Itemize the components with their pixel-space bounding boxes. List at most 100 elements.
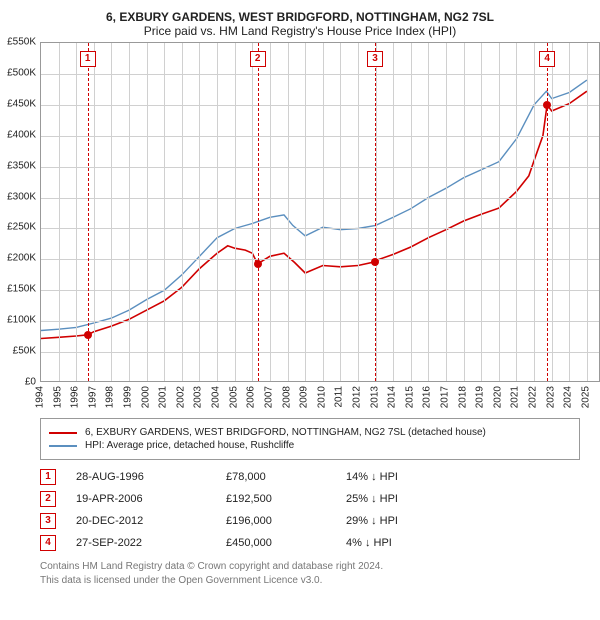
chart-subtitle: Price paid vs. HM Land Registry's House …	[10, 24, 590, 38]
x-axis-label: 2007	[263, 386, 274, 408]
event-marker	[254, 260, 262, 268]
table-row: 320-DEC-2012£196,00029% ↓ HPI	[40, 510, 580, 532]
y-axis-label: £500K	[7, 67, 36, 78]
gridline-v	[499, 43, 500, 381]
event-delta: 4% ↓ HPI	[346, 537, 456, 549]
gridline-v	[569, 43, 570, 381]
gridline-h	[41, 167, 599, 168]
legend-box: 6, EXBURY GARDENS, WEST BRIDGFORD, NOTTI…	[40, 418, 580, 460]
x-axis-label: 2013	[369, 386, 380, 408]
gridline-h	[41, 74, 599, 75]
legend-swatch	[49, 432, 77, 434]
gridline-v	[288, 43, 289, 381]
gridline-v	[446, 43, 447, 381]
legend-label: HPI: Average price, detached house, Rush…	[85, 440, 294, 451]
event-delta: 25% ↓ HPI	[346, 493, 456, 505]
y-axis-label: £400K	[7, 129, 36, 140]
event-table: 128-AUG-1996£78,00014% ↓ HPI219-APR-2006…	[40, 466, 580, 554]
event-badge: 3	[367, 51, 383, 67]
x-axis-label: 2004	[211, 386, 222, 408]
gridline-v	[552, 43, 553, 381]
gridline-v	[217, 43, 218, 381]
gridline-h	[41, 290, 599, 291]
gridline-v	[111, 43, 112, 381]
gridline-v	[270, 43, 271, 381]
gridline-h	[41, 198, 599, 199]
event-badge: 4	[40, 535, 56, 551]
x-axis-label: 2005	[228, 386, 239, 408]
y-axis-label: £300K	[7, 191, 36, 202]
x-axis-label: 2024	[563, 386, 574, 408]
event-price: £450,000	[226, 537, 346, 549]
y-axis-label: £250K	[7, 222, 36, 233]
y-axis-label: £200K	[7, 253, 36, 264]
x-axis-label: 2023	[545, 386, 556, 408]
event-line	[375, 43, 376, 381]
x-axis-label: 2016	[422, 386, 433, 408]
gridline-v	[164, 43, 165, 381]
event-badge: 4	[539, 51, 555, 67]
x-axis-label: 2010	[316, 386, 327, 408]
gridline-h	[41, 259, 599, 260]
event-date: 20-DEC-2012	[76, 515, 226, 527]
x-axis-label: 2018	[457, 386, 468, 408]
gridline-v	[323, 43, 324, 381]
x-axis-label: 2015	[404, 386, 415, 408]
event-badge: 2	[250, 51, 266, 67]
footer-line-2: This data is licensed under the Open Gov…	[40, 574, 580, 588]
x-axis-label: 2001	[158, 386, 169, 408]
event-badge: 2	[40, 491, 56, 507]
x-axis-label: 1999	[123, 386, 134, 408]
x-axis-label: 2025	[580, 386, 591, 408]
gridline-v	[199, 43, 200, 381]
gridline-v	[147, 43, 148, 381]
series-price_paid	[41, 91, 587, 338]
event-price: £196,000	[226, 515, 346, 527]
gridline-h	[41, 352, 599, 353]
x-axis-label: 2003	[193, 386, 204, 408]
gridline-v	[428, 43, 429, 381]
event-price: £78,000	[226, 471, 346, 483]
x-axis-label: 2009	[299, 386, 310, 408]
x-axis-label: 2012	[351, 386, 362, 408]
x-axis-label: 1995	[52, 386, 63, 408]
x-axis-label: 1996	[70, 386, 81, 408]
chart-title: 6, EXBURY GARDENS, WEST BRIDGFORD, NOTTI…	[10, 10, 590, 24]
footer-line-1: Contains HM Land Registry data © Crown c…	[40, 560, 580, 574]
x-axis-label: 2011	[334, 386, 345, 408]
event-badge: 1	[40, 469, 56, 485]
event-date: 27-SEP-2022	[76, 537, 226, 549]
legend-item: HPI: Average price, detached house, Rush…	[49, 440, 571, 451]
event-marker	[84, 331, 92, 339]
event-date: 19-APR-2006	[76, 493, 226, 505]
x-axis-label: 2021	[510, 386, 521, 408]
series-hpi	[41, 80, 587, 330]
event-date: 28-AUG-1996	[76, 471, 226, 483]
table-row: 219-APR-2006£192,50025% ↓ HPI	[40, 488, 580, 510]
event-line	[258, 43, 259, 381]
y-axis-label: £350K	[7, 160, 36, 171]
gridline-v	[76, 43, 77, 381]
gridline-v	[358, 43, 359, 381]
gridline-h	[41, 105, 599, 106]
y-axis-label: £50K	[13, 346, 36, 357]
legend-item: 6, EXBURY GARDENS, WEST BRIDGFORD, NOTTI…	[49, 427, 571, 438]
event-badge: 1	[80, 51, 96, 67]
gridline-v	[129, 43, 130, 381]
event-marker	[371, 258, 379, 266]
gridline-v	[340, 43, 341, 381]
x-axis-label: 2000	[140, 386, 151, 408]
gridline-h	[41, 321, 599, 322]
event-delta: 29% ↓ HPI	[346, 515, 456, 527]
event-marker	[543, 101, 551, 109]
gridline-v	[305, 43, 306, 381]
x-axis-label: 1998	[105, 386, 116, 408]
x-axis-label: 2002	[175, 386, 186, 408]
x-axis-label: 2022	[528, 386, 539, 408]
gridline-v	[59, 43, 60, 381]
x-axis-label: 2008	[281, 386, 292, 408]
table-row: 4 27-SEP-2022£450,0004% ↓ HPI	[40, 532, 580, 554]
gridline-h	[41, 136, 599, 137]
x-axis-label: 2017	[440, 386, 451, 408]
gridline-h	[41, 228, 599, 229]
